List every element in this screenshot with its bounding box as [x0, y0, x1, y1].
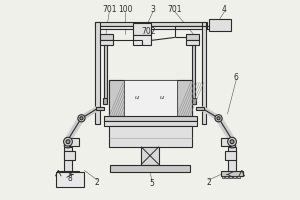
- Bar: [100, 40, 113, 45]
- Text: 2: 2: [206, 178, 211, 187]
- Text: 701: 701: [102, 5, 116, 14]
- Bar: [208, 19, 231, 31]
- Bar: [192, 45, 195, 100]
- Circle shape: [217, 117, 220, 120]
- Circle shape: [78, 115, 85, 122]
- Circle shape: [230, 140, 234, 144]
- Bar: [70, 176, 73, 178]
- Text: 702: 702: [142, 27, 156, 36]
- Bar: [196, 107, 204, 110]
- Bar: [202, 22, 206, 124]
- Bar: [56, 172, 85, 187]
- Text: 100: 100: [118, 5, 132, 14]
- Bar: [104, 121, 197, 126]
- Bar: [95, 22, 100, 124]
- Bar: [186, 34, 199, 40]
- Bar: [69, 138, 80, 146]
- Bar: [109, 80, 192, 116]
- Text: 6: 6: [234, 73, 239, 82]
- Bar: [124, 80, 177, 116]
- Bar: [95, 22, 207, 26]
- Text: 8: 8: [67, 174, 72, 183]
- Text: 3: 3: [151, 5, 155, 14]
- Text: $u_i$: $u_i$: [159, 94, 167, 102]
- Bar: [133, 35, 151, 45]
- Bar: [100, 34, 113, 40]
- Bar: [141, 147, 159, 165]
- Bar: [133, 23, 151, 35]
- Bar: [96, 107, 103, 110]
- Bar: [109, 126, 192, 147]
- Bar: [57, 171, 80, 176]
- Ellipse shape: [64, 143, 72, 148]
- Bar: [110, 165, 190, 171]
- Circle shape: [66, 140, 70, 144]
- Bar: [225, 151, 236, 160]
- Bar: [95, 26, 207, 29]
- Bar: [109, 80, 124, 116]
- Text: 5: 5: [149, 179, 154, 188]
- Bar: [104, 45, 107, 100]
- Bar: [237, 176, 240, 178]
- Circle shape: [215, 115, 222, 122]
- Circle shape: [228, 137, 236, 146]
- Text: 701: 701: [168, 5, 182, 14]
- Circle shape: [64, 137, 72, 146]
- Bar: [63, 176, 65, 178]
- Bar: [104, 116, 197, 121]
- Bar: [220, 138, 231, 146]
- Bar: [233, 176, 236, 178]
- Text: 4: 4: [222, 5, 227, 14]
- Bar: [177, 80, 192, 116]
- Bar: [58, 176, 61, 178]
- Bar: [221, 176, 224, 178]
- Circle shape: [80, 117, 83, 120]
- Bar: [64, 151, 75, 160]
- Text: $u_i$: $u_i$: [134, 94, 141, 102]
- Bar: [226, 176, 228, 178]
- Bar: [191, 98, 196, 104]
- Bar: [67, 176, 69, 178]
- Bar: [230, 176, 232, 178]
- Bar: [228, 147, 236, 171]
- Ellipse shape: [228, 143, 236, 148]
- Text: 2: 2: [95, 178, 100, 187]
- Bar: [220, 171, 243, 176]
- Bar: [74, 176, 77, 178]
- Bar: [186, 40, 199, 45]
- Bar: [103, 98, 107, 104]
- Bar: [64, 147, 72, 171]
